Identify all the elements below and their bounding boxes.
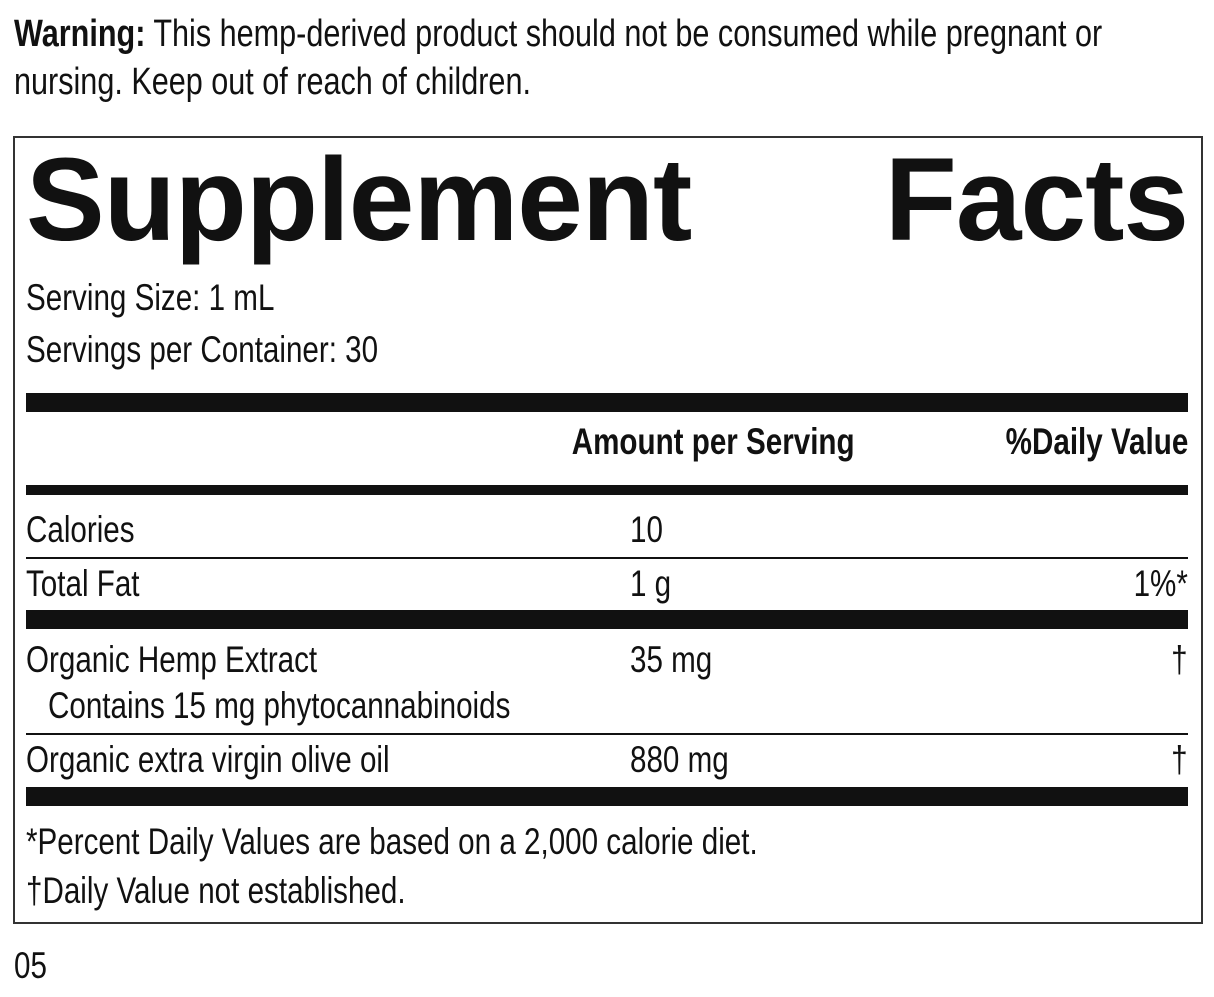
footnote: *Percent Daily Values are based on a 2,0… bbox=[26, 821, 758, 862]
row-amount: 880 mg bbox=[630, 739, 729, 780]
row-daily-value: † bbox=[1171, 739, 1188, 780]
row-name: Total Fat bbox=[26, 563, 140, 604]
thick-rule bbox=[26, 610, 1188, 629]
warning-text: This hemp-derived product should not be … bbox=[14, 13, 1103, 103]
row-name: Calories bbox=[26, 509, 135, 550]
servings-per-container: Servings per Container: 30 bbox=[26, 329, 379, 370]
row-amount: 1 g bbox=[630, 563, 672, 604]
row-divider bbox=[26, 733, 1188, 735]
header-amount: Amount per Serving bbox=[572, 421, 855, 462]
row-amount: 10 bbox=[630, 509, 663, 550]
row-divider bbox=[26, 557, 1188, 559]
serving-size: Serving Size: 1 mL bbox=[26, 277, 275, 318]
row-name: Organic Hemp Extract bbox=[26, 639, 318, 680]
header-daily-value: %Daily Value bbox=[1005, 421, 1188, 462]
panel-title: Supplement Facts bbox=[26, 134, 1189, 266]
thick-rule bbox=[26, 787, 1188, 806]
warning: Warning: This hemp-derived product shoul… bbox=[14, 10, 1205, 106]
thick-rule bbox=[26, 393, 1188, 412]
row-note: Contains 15 mg phytocannabinoids bbox=[48, 685, 511, 726]
row-daily-value: † bbox=[1171, 639, 1188, 680]
rule bbox=[26, 485, 1188, 495]
page-number: 05 bbox=[14, 945, 47, 986]
row-amount: 35 mg bbox=[630, 639, 713, 680]
footnote: †Daily Value not established. bbox=[26, 870, 406, 911]
facts-panel bbox=[13, 136, 1203, 924]
warning-label: Warning: bbox=[14, 13, 146, 55]
row-daily-value: 1%* bbox=[1133, 563, 1188, 604]
row-name: Organic extra virgin olive oil bbox=[26, 739, 390, 780]
